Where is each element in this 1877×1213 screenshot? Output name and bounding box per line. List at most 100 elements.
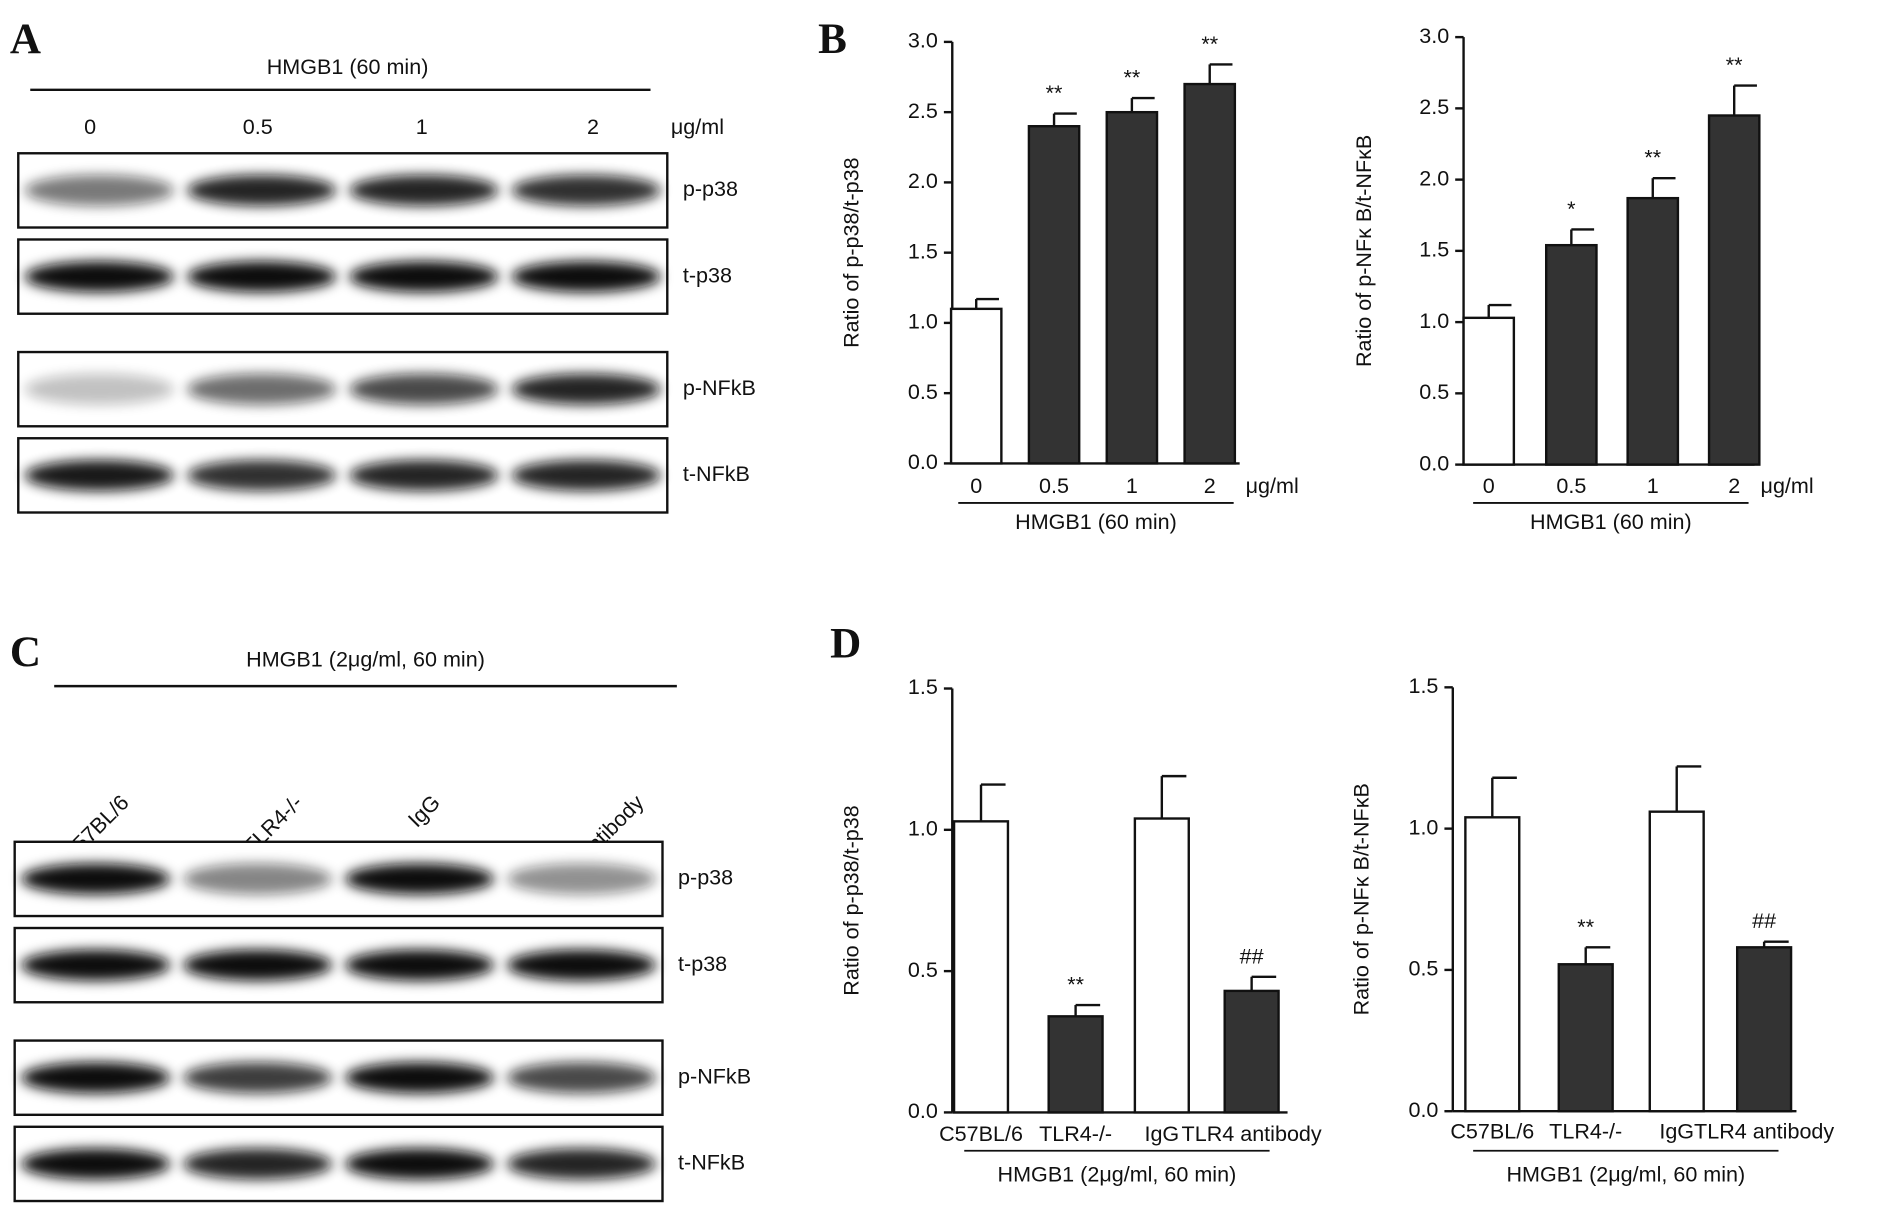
x-tick-label: 2	[1728, 473, 1740, 498]
y-axis-label: Ratio of p-p38/t-p38	[839, 157, 864, 347]
bar	[1105, 110, 1159, 465]
bar	[1462, 316, 1516, 466]
band	[507, 949, 657, 981]
band	[183, 949, 333, 981]
significance: **	[1046, 80, 1063, 105]
band	[24, 174, 175, 206]
x-tick-label: IgG	[1144, 1121, 1179, 1146]
band	[21, 1148, 171, 1180]
band	[511, 459, 661, 491]
x-tick-label: TLR4 antibody	[1694, 1118, 1834, 1143]
x-tick-label: C57BL/6	[1450, 1118, 1534, 1143]
band	[345, 863, 495, 895]
y-axis-label: Ratio of p-NFκ B/t-NFκB	[1351, 135, 1376, 367]
band	[349, 174, 499, 206]
blot-header: HMGB1 (2μg/ml, 60 min)	[246, 647, 485, 672]
y-tick-label: 1.0	[1408, 814, 1438, 839]
band	[345, 1148, 495, 1180]
bar	[1047, 1015, 1104, 1114]
y-tick-label: 0.5	[1408, 956, 1438, 981]
significance: **	[1726, 52, 1743, 77]
panel-label: A	[10, 16, 41, 63]
lane-label: 0	[84, 114, 96, 139]
band	[183, 1062, 333, 1094]
row-label: t-NFkB	[678, 1150, 745, 1175]
x-tick-label: 0	[970, 473, 982, 498]
band	[345, 949, 495, 981]
y-axis-label: Ratio of p-p38/t-p38	[839, 805, 864, 995]
band	[21, 1062, 171, 1094]
band	[511, 261, 661, 293]
significance: **	[1201, 31, 1218, 56]
x-tick-label: 1	[1647, 473, 1659, 498]
x-axis-label: HMGB1 (2μg/ml, 60 min)	[1506, 1162, 1745, 1187]
significance: *	[1567, 196, 1576, 221]
bar	[949, 307, 1003, 465]
significance: ##	[1240, 943, 1264, 968]
x-axis-label: HMGB1 (60 min)	[1530, 509, 1692, 534]
panel-label: C	[10, 629, 41, 676]
band	[507, 1148, 657, 1180]
significance: **	[1067, 972, 1084, 997]
x-tick-label: 0	[1483, 473, 1495, 498]
x-unit: μg/ml	[1246, 473, 1299, 498]
x-tick-label: 0.5	[1039, 473, 1069, 498]
lane-label: 2	[587, 114, 599, 139]
band	[24, 459, 175, 491]
bar	[952, 820, 1010, 1114]
row-label: t-NFkB	[683, 461, 750, 486]
bar	[1464, 816, 1521, 1113]
x-unit: μg/ml	[1761, 473, 1814, 498]
y-tick-label: 1.0	[908, 309, 938, 334]
row-label: p-NFkB	[678, 1063, 751, 1088]
y-tick-label: 0.0	[1408, 1097, 1438, 1122]
x-tick-label: C57BL/6	[939, 1121, 1023, 1146]
y-tick-label: 2.5	[908, 98, 938, 123]
row-label: t-p38	[678, 951, 727, 976]
bar	[1027, 125, 1081, 465]
significance: **	[1123, 65, 1140, 90]
y-tick-label: 1.5	[908, 674, 938, 699]
x-tick-label: IgG	[1659, 1118, 1694, 1143]
x-axis-label: HMGB1 (2μg/ml, 60 min)	[998, 1162, 1237, 1187]
y-tick-label: 2.0	[908, 168, 938, 193]
band	[349, 459, 499, 491]
band	[187, 459, 337, 491]
y-tick-label: 2.5	[1419, 94, 1449, 119]
bar	[1183, 82, 1237, 465]
x-tick-label: TLR4 antibody	[1182, 1121, 1322, 1146]
row-label: p-NFkB	[683, 375, 756, 400]
bar	[1626, 196, 1680, 466]
y-tick-label: 1.0	[908, 816, 938, 841]
band	[349, 373, 499, 405]
bar	[1707, 114, 1761, 466]
y-tick-label: 0.0	[908, 1098, 938, 1123]
y-tick-label: 0.5	[1419, 379, 1449, 404]
y-tick-label: 0.0	[908, 449, 938, 474]
band	[511, 174, 661, 206]
lane-label: 1	[416, 114, 428, 139]
bar	[1557, 963, 1614, 1113]
panel-label: B	[818, 16, 847, 63]
significance: **	[1644, 145, 1661, 170]
y-axis-label: Ratio of p-NFκ B/t-NFκB	[1349, 783, 1374, 1015]
band	[349, 261, 499, 293]
bar	[1648, 810, 1705, 1113]
lane-label: 0.5	[243, 114, 273, 139]
blot-unit: μg/ml	[671, 114, 724, 139]
x-axis-label: HMGB1 (60 min)	[1015, 509, 1177, 534]
band	[187, 174, 337, 206]
y-tick-label: 1.5	[908, 238, 938, 263]
x-tick-label: 0.5	[1556, 473, 1586, 498]
y-tick-label: 0.5	[908, 379, 938, 404]
bar	[1735, 946, 1793, 1113]
bar	[1544, 243, 1598, 466]
band	[187, 373, 337, 405]
band	[187, 261, 337, 293]
band	[507, 1062, 657, 1094]
blot-header: HMGB1 (60 min)	[267, 54, 429, 79]
y-tick-label: 3.0	[908, 28, 938, 53]
row-label: t-p38	[683, 262, 732, 287]
y-tick-label: 0.5	[908, 957, 938, 982]
row-label: p-p38	[683, 176, 738, 201]
